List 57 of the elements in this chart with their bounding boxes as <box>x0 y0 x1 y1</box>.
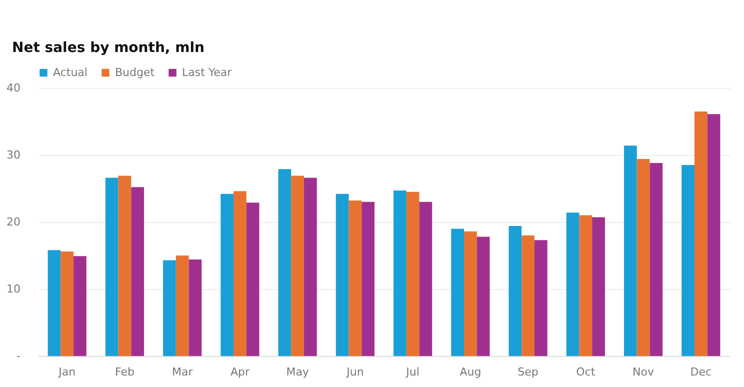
bar <box>592 217 605 356</box>
y-tick-label: 40 <box>6 82 20 94</box>
x-tick-label: Nov <box>632 366 655 378</box>
bar <box>48 250 61 356</box>
chart-title: Net sales by month, mln <box>12 40 204 56</box>
x-tick-label: Sep <box>518 366 538 378</box>
bar <box>60 251 74 356</box>
y-tick-label: - <box>16 350 21 362</box>
bar <box>304 178 317 356</box>
bar <box>451 228 464 356</box>
bar <box>362 202 374 356</box>
bar <box>694 111 708 356</box>
y-tick-label: 20 <box>6 216 20 228</box>
bar <box>522 235 534 356</box>
legend-label: Actual <box>53 66 88 79</box>
bar <box>234 191 246 356</box>
y-tick-label: 30 <box>6 148 20 162</box>
bar <box>105 178 118 356</box>
bar <box>406 192 420 356</box>
x-tick-label: Mar <box>172 366 194 378</box>
bar <box>118 176 132 356</box>
x-tick-label: Dec <box>690 366 712 378</box>
legend-label: Last Year <box>182 66 232 79</box>
bar <box>220 194 234 356</box>
bar <box>291 176 304 356</box>
bar <box>566 212 580 356</box>
y-tick-label: 10 <box>6 282 20 296</box>
x-tick-label: May <box>286 366 310 378</box>
bar <box>246 202 260 356</box>
x-tick-label: Jul <box>405 366 420 378</box>
x-tick-label: Aug <box>460 366 482 378</box>
bar <box>348 200 362 356</box>
bar <box>163 260 176 356</box>
bar <box>336 194 349 356</box>
x-tick-label: Jun <box>346 366 364 378</box>
x-tick-label: Feb <box>114 366 134 378</box>
bar <box>188 260 202 356</box>
bar <box>176 256 189 356</box>
bar <box>636 159 650 356</box>
x-tick-label: Oct <box>576 366 596 378</box>
bar <box>579 215 592 356</box>
bar <box>419 202 432 356</box>
bar <box>624 146 637 356</box>
bar <box>707 114 720 356</box>
x-tick-label: Jan <box>58 366 76 378</box>
bar <box>464 231 477 356</box>
bar <box>508 226 522 356</box>
bar <box>394 190 406 356</box>
bar <box>131 187 144 356</box>
legend-label: Budget <box>115 66 156 79</box>
bar <box>534 240 548 356</box>
x-tick-label: Apr <box>230 366 250 378</box>
bar <box>74 256 86 356</box>
bar <box>278 169 292 356</box>
bar <box>682 165 694 356</box>
bar <box>650 163 663 356</box>
bar <box>476 236 490 356</box>
